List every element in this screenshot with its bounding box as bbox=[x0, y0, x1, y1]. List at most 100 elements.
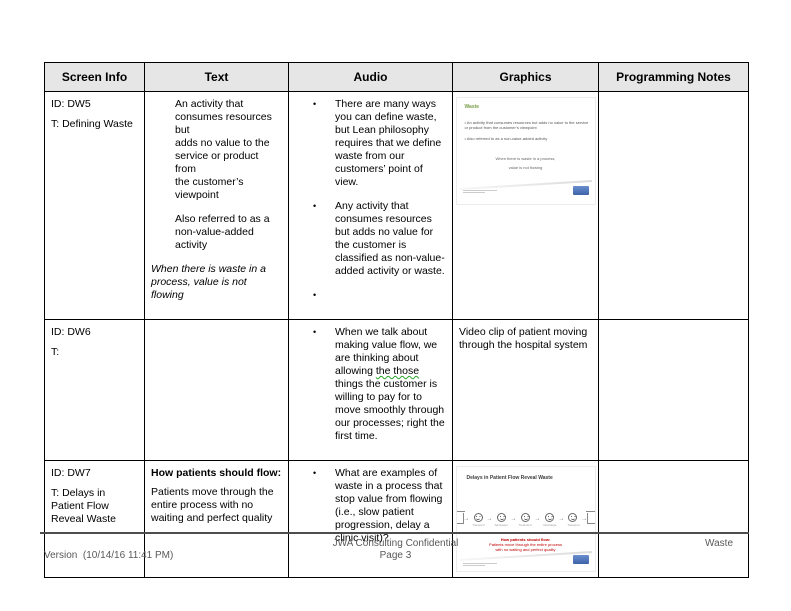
audio-text bbox=[335, 289, 446, 302]
footer-version: Version (10/14/16 11:41 PM) bbox=[44, 550, 174, 561]
cell-dw7-text: How patients should flow: Patients move … bbox=[144, 460, 289, 578]
slide-fineprint bbox=[462, 190, 497, 194]
text-paragraph: Also referred to as a non-value-added ac… bbox=[175, 213, 270, 251]
slide-red-line: Patients move through the entire process bbox=[489, 542, 562, 547]
audio-text: What are examples of waste in a process … bbox=[335, 467, 443, 544]
arrow-icon: → bbox=[534, 516, 541, 522]
table-row-dw7: ID: DW7 T: Delays in Patient Flow Reveal… bbox=[44, 460, 749, 578]
cell-dw7-screen-info: ID: DW7 T: Delays in Patient Flow Reveal… bbox=[44, 460, 145, 578]
footer-page-number: Page 3 bbox=[379, 550, 412, 561]
bullet-icon: • bbox=[313, 468, 317, 478]
header-graphics: Graphics bbox=[452, 62, 599, 92]
flow-step-label: Discharge bbox=[543, 523, 556, 527]
arrow-icon: → bbox=[510, 516, 517, 522]
cell-dw7-programming-notes bbox=[598, 460, 749, 578]
audio-bullet: • What are examples of waste in a proces… bbox=[313, 467, 446, 545]
flow-step-label: Transport bbox=[566, 523, 580, 527]
flow-step: Discharge bbox=[541, 511, 559, 528]
smiley-icon bbox=[473, 513, 483, 522]
cell-dw6-graphics: Video clip of patient moving through the… bbox=[452, 319, 599, 461]
bullet-icon: • bbox=[313, 201, 317, 211]
cell-dw7-graphics: Delays in Patient Flow Reveal Waste → Tr… bbox=[452, 460, 599, 578]
smiley-icon bbox=[568, 513, 578, 522]
header-audio: Audio bbox=[288, 62, 453, 92]
arrow-icon: → bbox=[558, 516, 565, 522]
table-row-dw5: ID: DW5 T: Defining Waste An activity th… bbox=[44, 91, 749, 320]
audio-bullet: • There are many ways you can define was… bbox=[313, 98, 446, 189]
cell-dw5-text: An activity that consumes resources but … bbox=[144, 91, 289, 320]
flow-step: Transport bbox=[565, 511, 582, 528]
cell-dw5-screen-info: ID: DW5 T: Defining Waste bbox=[44, 91, 145, 320]
slide-bullet: • An activity that consumes resources bu… bbox=[464, 120, 589, 130]
footer-confidential: JWA Consulting Confidential bbox=[332, 538, 459, 549]
cell-dw6-screen-info: ID: DW6 T: bbox=[44, 319, 145, 461]
arrow-icon: → bbox=[486, 516, 493, 522]
slide-swoosh-line bbox=[459, 179, 592, 191]
header-row: Screen Info Text Audio Graphics Programm… bbox=[44, 62, 749, 92]
screen-title: T: Defining Waste bbox=[51, 118, 133, 130]
bin-icon bbox=[456, 511, 465, 524]
flow-step: Transport bbox=[470, 511, 487, 528]
cell-dw5-graphics: Waste • An activity that consumes resour… bbox=[452, 91, 599, 320]
arrow-icon: → bbox=[581, 516, 588, 522]
smiley-icon bbox=[497, 513, 506, 522]
text-paragraph: Patients move through the entire process… bbox=[151, 486, 274, 524]
screen-id: ID: DW5 bbox=[51, 98, 91, 110]
audio-bullet-empty: • bbox=[313, 289, 446, 302]
cell-dw7-audio: • What are examples of waste in a proces… bbox=[288, 460, 453, 578]
footer-topic: Waste bbox=[705, 538, 733, 549]
flow-step-label: Admission bbox=[494, 523, 509, 527]
storyboard-table: Screen Info Text Audio Graphics Programm… bbox=[44, 62, 749, 578]
footer-center: JWA Consulting Confidential Page 3 bbox=[0, 538, 791, 562]
screen-id: ID: DW7 bbox=[51, 467, 91, 479]
header-screen-info: Screen Info bbox=[44, 62, 145, 92]
slide-thumbnail-waste: Waste • An activity that consumes resour… bbox=[455, 97, 596, 205]
header-programming-notes: Programming Notes bbox=[598, 62, 749, 92]
slide-bullet: • Also referred to as a non-value-added … bbox=[464, 136, 548, 141]
audio-text: Any activity that consumes resources but… bbox=[335, 200, 445, 277]
audio-text-post: things the customer is willing to pay fo… bbox=[335, 378, 445, 442]
smiley-icon bbox=[521, 513, 530, 522]
slide-center-text: When there is waste in a process, bbox=[495, 156, 556, 161]
screen-title: T: bbox=[51, 346, 60, 358]
cell-dw5-programming-notes bbox=[598, 91, 749, 320]
slide-title: Waste bbox=[464, 104, 480, 110]
slide-red-heading: How patients should flow: bbox=[500, 537, 551, 542]
cell-dw6-programming-notes bbox=[598, 319, 749, 461]
arrow-icon: → bbox=[463, 516, 470, 522]
audio-text-pre: When we talk about making value flow, we… bbox=[335, 326, 438, 377]
screen-title: T: Delays in Patient Flow Reveal Waste bbox=[51, 487, 116, 525]
header-text: Text bbox=[144, 62, 289, 92]
audio-bullet: • When we talk about making value flow, … bbox=[313, 326, 446, 443]
slide-red-line: with no waiting and perfect quality bbox=[495, 547, 556, 552]
slide-fineprint bbox=[462, 563, 497, 567]
flow-step: Treatment bbox=[517, 511, 535, 528]
cell-dw6-audio: • When we talk about making value flow, … bbox=[288, 319, 453, 461]
bullet-icon: • bbox=[313, 99, 317, 109]
flow-bin-start bbox=[456, 511, 465, 524]
smiley-icon bbox=[545, 513, 554, 522]
flow-step-label: Transport bbox=[471, 523, 485, 527]
table-row-dw6: ID: DW6 T: • When we talk about making v… bbox=[44, 319, 749, 461]
company-logo bbox=[572, 555, 589, 564]
bullet-icon: • bbox=[313, 290, 317, 300]
footer-rule bbox=[40, 532, 749, 534]
cell-dw5-audio: • There are many ways you can define was… bbox=[288, 91, 453, 320]
slide-title: Delays in Patient Flow Reveal Waste bbox=[466, 475, 553, 481]
cell-dw6-text bbox=[144, 319, 289, 461]
slide-red-text: How patients should flow: Patients move … bbox=[457, 537, 595, 552]
text-italic-note: When there is waste in a process, value … bbox=[151, 263, 266, 301]
audio-bullet: • Any activity that consumes resources b… bbox=[313, 200, 446, 278]
text-paragraph: An activity that consumes resources but … bbox=[175, 98, 272, 201]
graphics-note: Video clip of patient moving through the… bbox=[459, 326, 588, 351]
audio-text: When we talk about making value flow, we… bbox=[335, 326, 446, 443]
company-logo bbox=[572, 186, 589, 195]
slide-center-text: value is not flowing bbox=[508, 165, 543, 170]
flow-step: Admission bbox=[493, 511, 511, 528]
flow-step-label: Treatment bbox=[518, 523, 533, 527]
flow-bin-end bbox=[586, 511, 595, 524]
text-heading: How patients should flow: bbox=[151, 467, 282, 479]
audio-text: There are many ways you can define waste… bbox=[335, 98, 442, 188]
patient-flow-diagram: → Transport → Admission → Treatment → Di… bbox=[456, 511, 595, 528]
